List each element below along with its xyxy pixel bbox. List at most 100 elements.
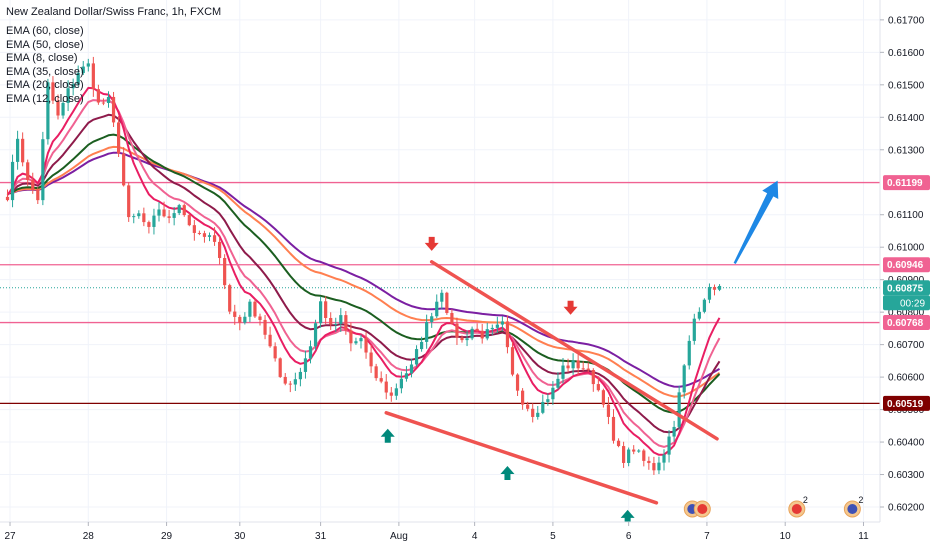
arrow-up-icon	[500, 466, 515, 481]
candle-body	[106, 96, 111, 103]
legend-ema-50[interactable]: EMA (50, close)	[6, 38, 84, 51]
candle-body	[652, 463, 656, 471]
economic-event-marker[interactable]	[683, 500, 711, 518]
horizontal-levels	[0, 181, 880, 405]
event-flag-icon	[697, 504, 708, 514]
candle-body	[505, 321, 510, 348]
time-tick-label: 29	[161, 531, 173, 542]
candle-body	[349, 330, 353, 344]
candle-body	[187, 215, 191, 226]
arrow-up-icon	[620, 509, 635, 524]
candle-body	[369, 352, 373, 367]
candle-body	[359, 338, 363, 342]
candle-body	[566, 365, 570, 369]
price-badge-label: 0.60768	[887, 318, 924, 329]
price-badge-label: 0.60519	[887, 399, 924, 410]
candle-body	[561, 365, 565, 379]
candle-body	[445, 292, 449, 314]
price-badge	[883, 395, 930, 411]
candle-body	[354, 341, 358, 344]
legend-ema-20[interactable]: EMA (20, close)	[6, 79, 84, 92]
candle-body	[637, 450, 641, 452]
candle-body	[96, 89, 100, 103]
time-axis[interactable]: 27 28 29 30 31 Aug 4 5 6 7 10 11	[0, 521, 880, 550]
drawings	[380, 180, 779, 524]
time-tick-label: 30	[234, 531, 246, 542]
candle-body	[36, 190, 40, 201]
candle-body	[667, 436, 671, 455]
arrow-up-icon	[380, 428, 395, 443]
candle-body	[147, 222, 151, 227]
candle-body	[510, 347, 515, 375]
candle-body	[556, 378, 560, 388]
price-tick-label: 0.61100	[888, 210, 924, 221]
indicator-legend[interactable]: EMA (60, close) EMA (50, close) EMA (8, …	[6, 25, 84, 107]
candle-body	[404, 373, 409, 379]
event-count: 2	[858, 495, 863, 505]
candle-body	[41, 139, 45, 201]
time-tick-label: 5	[550, 531, 556, 542]
candle-body	[581, 368, 585, 370]
price-axis[interactable]: 0.61700 0.61600 0.61500 0.61400 0.61300 0.611…	[879, 0, 932, 550]
candle-body	[712, 286, 717, 290]
candle-body	[707, 286, 712, 300]
candle-body	[298, 371, 302, 380]
price-tick-label: 0.61700	[888, 15, 925, 26]
candle-body	[672, 426, 676, 437]
price-badge	[883, 280, 930, 296]
candle-body	[627, 449, 631, 463]
candlesticks	[5, 56, 722, 475]
candle-body	[490, 327, 494, 330]
arrow-down-icon	[563, 300, 578, 315]
countdown-badge	[883, 295, 930, 311]
time-tick-label: 27	[4, 531, 16, 542]
countdown-label: 00:29	[900, 298, 925, 309]
candle-body	[51, 82, 55, 101]
candle-body	[374, 366, 378, 379]
legend-ema-60[interactable]: EMA (60, close)	[6, 25, 84, 37]
candle-body	[384, 381, 388, 393]
candle-body	[430, 316, 434, 323]
price-tick-label: 0.61000	[888, 243, 925, 254]
event-flag-icon	[847, 504, 858, 514]
economic-event-marker[interactable]: 2	[843, 495, 863, 518]
candle-body	[702, 299, 706, 312]
economic-event-marker[interactable]: 2	[788, 495, 808, 518]
legend-ema-35[interactable]: EMA (35, close)	[6, 65, 84, 78]
candle-body	[172, 213, 176, 218]
candle-body	[263, 319, 267, 335]
candle-body	[268, 334, 272, 347]
candle-body	[283, 376, 287, 384]
candle-body	[122, 153, 126, 186]
candle-body	[611, 416, 616, 441]
candle-body	[339, 315, 343, 324]
candle-body	[440, 292, 444, 302]
ema-8-line	[6, 86, 721, 456]
price-tick-label: 0.60200	[888, 503, 925, 514]
time-axis-bg	[0, 522, 880, 550]
candle-body	[425, 322, 429, 342]
candle-body	[182, 205, 186, 216]
candle-body	[536, 412, 540, 417]
candle-body	[324, 301, 328, 318]
legend-ema-12[interactable]: EMA (12, close)	[6, 92, 84, 105]
candle-body	[157, 209, 161, 216]
candle-body	[202, 233, 207, 237]
price-tick-label: 0.60600	[888, 373, 925, 384]
candle-body	[313, 323, 318, 347]
candle-body	[66, 88, 70, 103]
candle-body	[243, 316, 247, 323]
candle-body	[460, 337, 464, 341]
candle-body	[207, 235, 212, 237]
candle-body	[223, 257, 227, 286]
grid	[0, 0, 880, 522]
candle-body	[86, 63, 90, 67]
candle-body	[682, 365, 686, 393]
time-tick-label: 10	[780, 531, 792, 542]
candle-body	[622, 446, 626, 463]
legend-ema-8[interactable]: EMA (8, close)	[6, 52, 78, 65]
candle-body	[500, 321, 504, 325]
candle-body	[531, 408, 535, 417]
